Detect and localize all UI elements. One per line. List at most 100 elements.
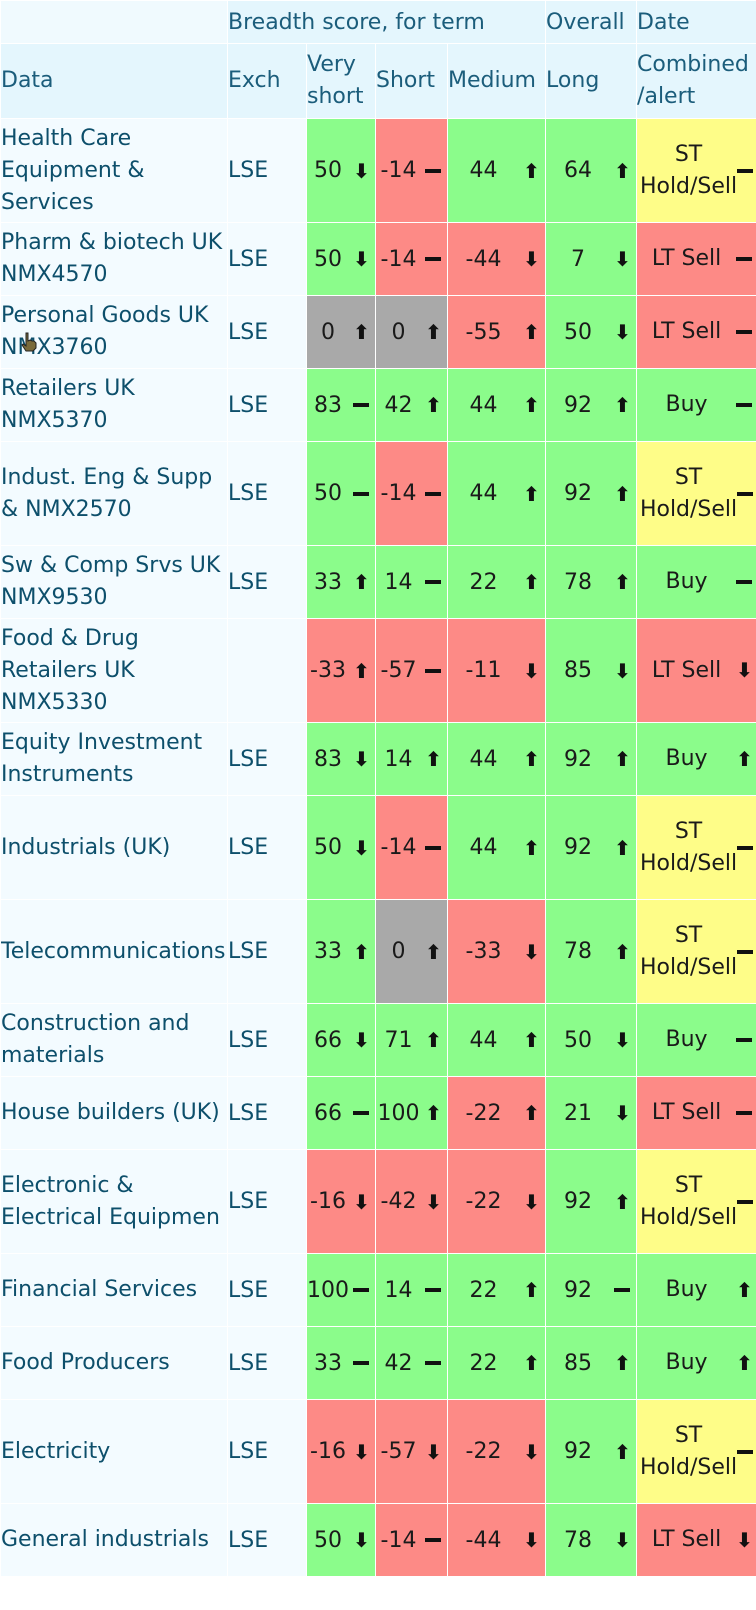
col-header-data[interactable]: Data	[0, 43, 228, 119]
long-score-cell: 92 ⬆	[545, 1149, 638, 1254]
sector-name[interactable]: Health Care Equipment & Services	[0, 118, 228, 223]
header-blank-cell	[0, 0, 228, 44]
alert-sign	[732, 1024, 753, 1056]
sector-name[interactable]: Electricity	[0, 1399, 228, 1504]
alert-text: LT Sell	[651, 1527, 722, 1552]
table-row[interactable]: Personal Goods UK NMX3760 LSE 0 ⬆ 0 ⬆ -55 ⬆ 50 ⬇ L…	[0, 295, 756, 369]
table-row[interactable]: House builders (UK) LSE 66 100 ⬆ -22 ⬆ 21 ⬇ LT Se…	[0, 1076, 756, 1150]
medium-score-value: -11	[465, 658, 502, 683]
col-header-short[interactable]: Short	[375, 43, 448, 119]
very-short-score-cell: 33	[306, 1326, 376, 1400]
medium-score-value: -22	[465, 1100, 502, 1126]
table-row[interactable]: General industrials LSE 50 ⬇ -14 -44 ⬇ 78 ⬇ LT Se…	[0, 1503, 756, 1577]
short-trend-flat-icon	[425, 668, 441, 673]
table-row[interactable]: Construction and materials LSE 66 ⬇ 71 ⬆ 44 ⬆ 50…	[0, 1003, 756, 1077]
very-short-score-cell: 83	[306, 368, 376, 442]
sector-name[interactable]: Industrials (UK)	[0, 795, 228, 900]
sector-name[interactable]: Construction and materials	[0, 1003, 228, 1077]
medium-score-cell: 44 ⬆	[446, 441, 547, 546]
very-short-score-cell: 50 ⬇	[306, 795, 376, 900]
short-score-value: -57	[380, 1439, 417, 1464]
very-short-trend-down-arrow-icon: ⬇	[353, 1439, 370, 1464]
medium-score-value: 44	[469, 392, 498, 418]
col-header-combined-alert[interactable]: Combined /alert	[636, 43, 756, 119]
alert-trend-flat-icon	[737, 491, 754, 496]
very-short-score-cell: -16 ⬇	[306, 1149, 376, 1254]
exchange-cell: LSE	[227, 722, 307, 796]
long-score-cell: 78 ⬆	[545, 545, 638, 619]
very-short-trend-down-arrow-icon: ⬇	[353, 835, 370, 860]
very-short-score-cell: 50 ⬇	[306, 118, 376, 223]
long-trend-down-arrow-icon: ⬇	[614, 1528, 631, 1552]
short-score-value: -14	[380, 1527, 417, 1553]
table-row[interactable]: Indust. Eng & Supp & NMX2570 LSE 50 -14 44 ⬆ 9…	[0, 441, 756, 546]
medium-score-cell: 22 ⬆	[446, 1253, 547, 1327]
medium-score-value: 22	[469, 1350, 498, 1376]
alert-trend-flat-icon	[737, 949, 754, 954]
exchange-cell: LSE	[227, 1076, 307, 1150]
sector-name[interactable]: Financial Services	[0, 1253, 228, 1327]
sector-name[interactable]: Electronic & Electrical Equipmen	[0, 1149, 228, 1254]
col-header-very-short[interactable]: Very short	[306, 43, 376, 119]
exchange-cell: LSE	[227, 1326, 307, 1400]
sector-name[interactable]: Retailers UK NMX5370	[0, 368, 228, 442]
very-short-trend-flat-icon	[353, 1288, 369, 1292]
very-short-score-cell: 33 ⬆	[306, 899, 376, 1004]
short-trend-flat-icon	[425, 168, 441, 173]
sector-name[interactable]: Indust. Eng & Supp & NMX2570	[0, 441, 228, 546]
table-row[interactable]: Retailers UK NMX5370 LSE 83 42 ⬆ 44 ⬆ 92 ⬆ Buy	[0, 368, 756, 442]
long-score-cell: 92 ⬆	[545, 441, 638, 546]
short-score-value: 71	[384, 1027, 413, 1053]
sector-name[interactable]: Personal Goods UK NMX3760	[0, 295, 228, 369]
alert-trend-flat-icon	[736, 1111, 753, 1115]
long-trend-down-arrow-icon: ⬇	[614, 320, 631, 344]
table-row[interactable]: Financial Services LSE 100 14 22 ⬆ 92 Buy ⬆	[0, 1253, 756, 1327]
sector-name[interactable]: General industrials	[0, 1503, 228, 1577]
exchange-cell: LSE	[227, 441, 307, 546]
very-short-score-cell: 0 ⬆	[306, 295, 376, 369]
alert-text: ST Hold/Sell	[639, 922, 738, 980]
table-row[interactable]: Sw & Comp Srvs UK NMX9530 LSE 33 ⬆ 14 22 ⬆ 78 ⬆ B…	[0, 545, 756, 619]
long-trend-up-arrow-icon: ⬆	[614, 570, 631, 594]
combined-alert-cell: LT Sell ⬇	[636, 618, 756, 723]
very-short-score-value: 50	[314, 246, 342, 272]
table-row[interactable]: Food & Drug Retailers UK NMX5330 -33 ⬆ -57-…	[0, 618, 756, 723]
table-row[interactable]: Equity Investment Instruments LSE 83 ⬇ 14 ⬆ 44…	[0, 722, 756, 796]
long-trend-down-arrow-icon: ⬇	[614, 1101, 631, 1125]
very-short-trend-down-arrow-icon: ⬇	[353, 158, 370, 183]
sector-name[interactable]: Sw & Comp Srvs UK NMX9530	[0, 545, 228, 619]
table-row[interactable]: Food Producers LSE 33 42 22 ⬆ 85 ⬆ Buy ⬆	[0, 1326, 756, 1400]
col-header-long[interactable]: Long	[545, 43, 638, 119]
medium-score-value: 44	[469, 481, 498, 506]
medium-score-value: 44	[469, 1027, 498, 1053]
header-group-row: Breadth score, for term Overall Date	[0, 0, 756, 44]
long-score-cell: 21 ⬇	[545, 1076, 638, 1150]
table-row[interactable]: Electronic & Electrical Equipmen LSE -16 ⬇ -…	[0, 1149, 756, 1254]
medium-score-cell: -11 ⬇	[446, 618, 547, 723]
sector-name[interactable]: Food & Drug Retailers UK NMX5330	[0, 618, 228, 723]
exchange-cell: LSE	[227, 1149, 307, 1254]
table-row[interactable]: Health Care Equipment & Services LSE 50 ⬇ -1…	[0, 118, 756, 223]
col-header-medium[interactable]: Medium	[446, 43, 547, 119]
short-score-cell: 0 ⬆	[375, 899, 448, 1004]
table-row[interactable]: Electricity LSE -16 ⬇ -57 ⬇ -22 ⬇ 92 ⬆ ST Hold/Sel…	[0, 1399, 756, 1504]
sector-name[interactable]: Equity Investment Instruments	[0, 722, 228, 796]
medium-score-cell: 44 ⬆	[446, 118, 547, 223]
table-row[interactable]: Pharm & biotech UK NMX4570 LSE 50 ⬇ -14 -44 ⬇ 7…	[0, 222, 756, 296]
table-row[interactable]: Industrials (UK) LSE 50 ⬇ -14 44 ⬆ 92 ⬆ ST Hold/S…	[0, 795, 756, 900]
alert-sign	[737, 478, 754, 510]
sector-name[interactable]: Pharm & biotech UK NMX4570	[0, 222, 228, 296]
table-row[interactable]: Telecommunications LSE 33 ⬆ 0 ⬆ -33 ⬇ 78 ⬆ ST Hold…	[0, 899, 756, 1004]
very-short-trend-up-arrow-icon: ⬆	[353, 658, 370, 683]
alert-trend-flat-icon	[737, 845, 754, 850]
long-score-value: 78	[564, 1527, 593, 1553]
short-trend-flat-icon	[425, 491, 441, 496]
alert-trend-flat-icon	[736, 1038, 753, 1042]
short-score-value: -14	[380, 481, 417, 506]
short-score-cell: 42	[375, 1326, 448, 1400]
sector-name[interactable]: Food Producers	[0, 1326, 228, 1400]
sector-name[interactable]: Telecommunications	[0, 899, 228, 1004]
col-header-exch[interactable]: Exch	[227, 43, 307, 119]
sector-name[interactable]: House builders (UK)	[0, 1076, 228, 1150]
short-score-cell: 14 ⬆	[375, 722, 448, 796]
